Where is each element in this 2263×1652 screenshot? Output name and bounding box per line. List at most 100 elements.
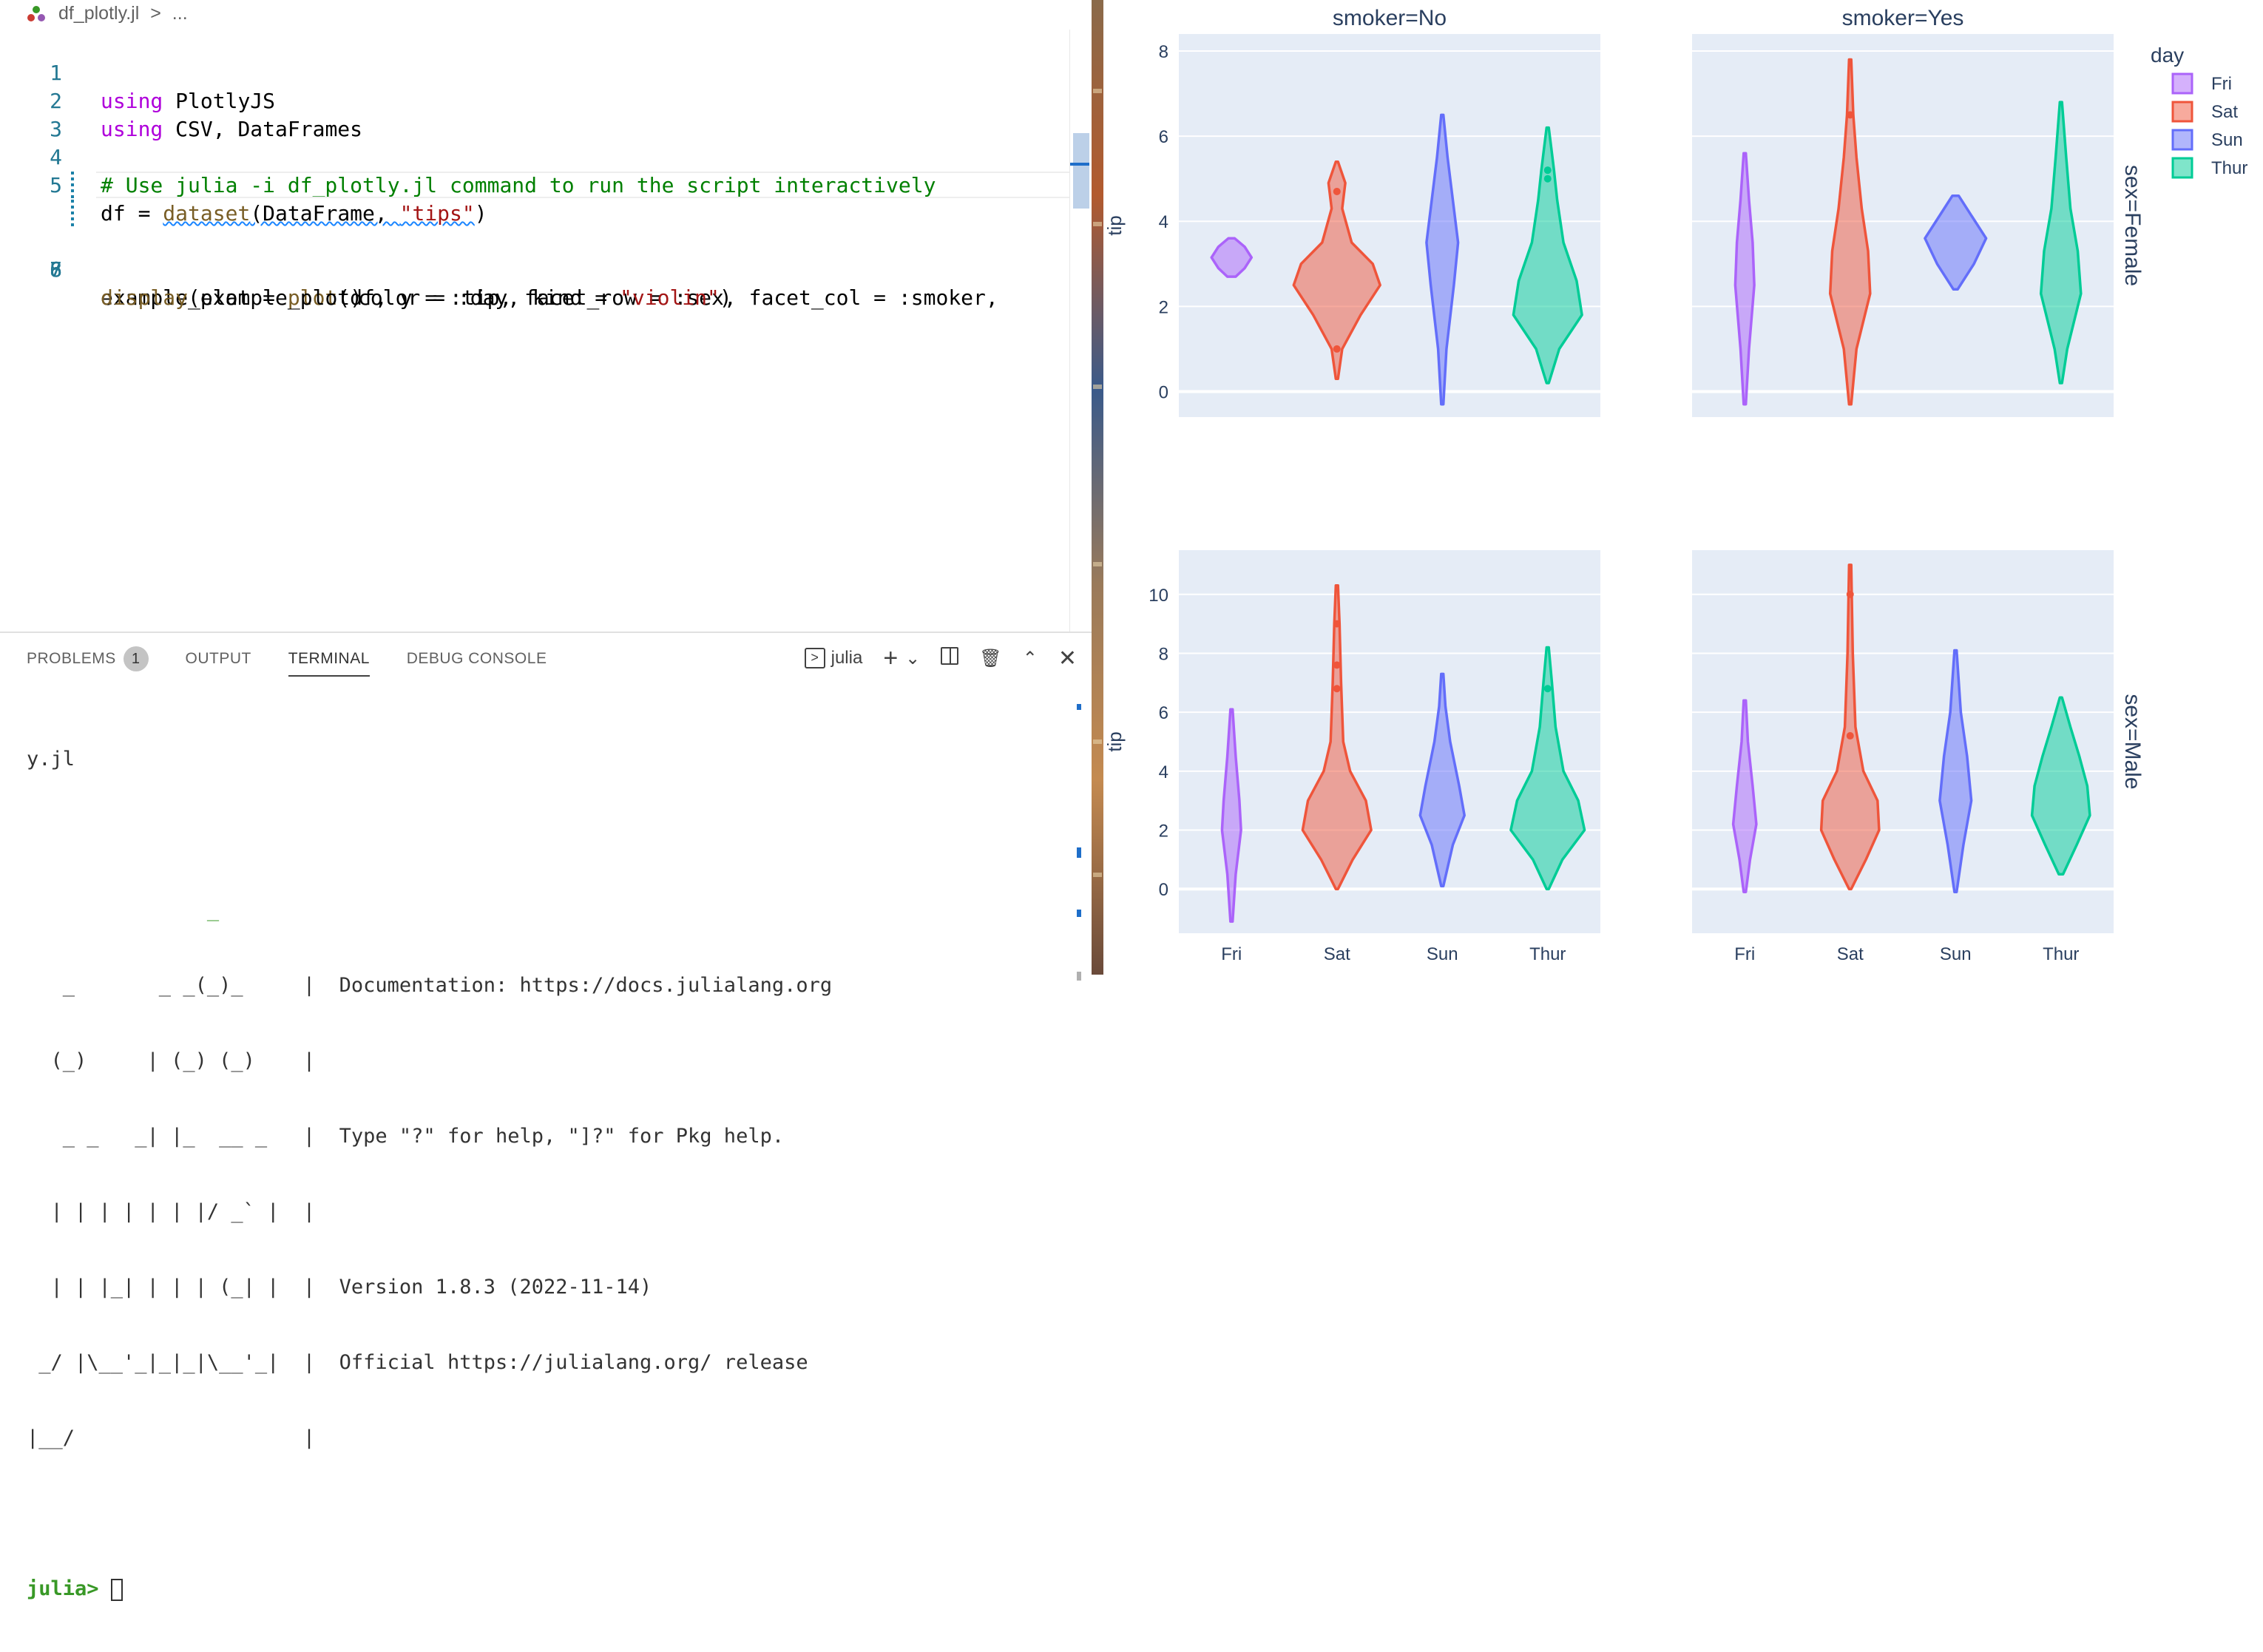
line-number: 5 bbox=[50, 173, 62, 197]
terminal-actions: > julia + ⌄ 🗑 ⌃ ✕ bbox=[804, 643, 1077, 673]
code-line[interactable]: 5 df = dataset(DataFrame, "tips") bbox=[0, 143, 1092, 226]
terminal-line bbox=[27, 822, 832, 847]
problems-count-badge: 1 bbox=[123, 646, 149, 671]
code-line-current[interactable]: 6 example_plot = plot(df, y = :tip, face… bbox=[0, 172, 1092, 310]
line-number: 2 bbox=[50, 89, 62, 113]
outlier-point bbox=[1333, 187, 1341, 195]
legend-entry: Fri bbox=[2211, 74, 2232, 94]
code-line[interactable]: 7 color = :day, kind = "violin") bbox=[0, 200, 1092, 310]
violin-fri bbox=[1733, 152, 1756, 406]
x-tick-label: Sat bbox=[1837, 944, 1864, 964]
outlier-point bbox=[1846, 111, 1854, 119]
line-number: 3 bbox=[50, 117, 62, 141]
julia-prompt: julia> bbox=[27, 1577, 99, 1600]
editor-pane[interactable]: df_plotly.jl > ... 1 using PlotlyJS 2 us… bbox=[0, 0, 1092, 632]
window-divider[interactable] bbox=[1092, 0, 1103, 975]
violin-thur bbox=[1509, 646, 1586, 890]
julia-banner-line: _ _ _| |_ __ _ | Type "?" for help, "]?"… bbox=[27, 1125, 785, 1148]
facet-col-title: smoker=Yes bbox=[1842, 6, 1964, 30]
terminal-prompt-line[interactable]: julia> bbox=[27, 1577, 832, 1602]
tab-terminal[interactable]: TERMINAL bbox=[288, 650, 370, 677]
string-literal: "violin" bbox=[620, 285, 720, 310]
outlier-point bbox=[1333, 685, 1341, 693]
modified-gutter-mark bbox=[71, 172, 74, 200]
julia-banner-line: _ bbox=[27, 898, 220, 921]
tab-debug-console[interactable]: DEBUG CONSOLE bbox=[406, 650, 547, 667]
terminal-icon: > bbox=[804, 648, 825, 669]
legend-entry: Sun bbox=[2211, 130, 2243, 150]
terminal-line bbox=[27, 1501, 832, 1526]
code-text: ) bbox=[719, 285, 732, 310]
y-tick-label: 8 bbox=[1159, 644, 1168, 664]
string-literal: "tips" bbox=[399, 201, 475, 226]
y-tick-label: 2 bbox=[1159, 822, 1168, 842]
julia-banner-line: _/ |\__'_|_|_|\__'_| | Official https://… bbox=[27, 1351, 808, 1374]
panel-tabs: PROBLEMS 1 OUTPUT TERMINAL DEBUG CONSOLE bbox=[27, 646, 579, 680]
code-line[interactable]: 2 using CSV, DataFrames bbox=[0, 59, 1092, 141]
violin-sat bbox=[1301, 584, 1373, 890]
legend-entry: Thur bbox=[2211, 158, 2247, 178]
julia-banner-line: | | |_| | | | (_| | | Version 1.8.3 (202… bbox=[27, 1276, 652, 1299]
violin-thur bbox=[2030, 696, 2091, 876]
code-line[interactable]: 8 display(example_plot) bbox=[0, 228, 1092, 310]
violin-fri bbox=[1220, 708, 1242, 923]
code-line[interactable]: 4 # Use julia -i df_plotly.jl command to… bbox=[0, 115, 1092, 197]
tab-output[interactable]: OUTPUT bbox=[185, 650, 251, 667]
legend-swatch-sun bbox=[2171, 129, 2193, 151]
trash-icon[interactable]: 🗑 bbox=[979, 648, 1002, 668]
split-icon[interactable] bbox=[941, 646, 959, 670]
plot-panel-background bbox=[1179, 550, 1600, 933]
legend-swatch-fri bbox=[2171, 72, 2193, 95]
minimap[interactable] bbox=[1069, 30, 1092, 632]
code-text: CSV, DataFrames bbox=[163, 117, 363, 141]
code-area[interactable]: 1 using PlotlyJS 2 using CSV, DataFrames… bbox=[0, 31, 1092, 310]
code-line[interactable]: 1 using PlotlyJS bbox=[0, 31, 1092, 113]
x-tick-label: Sun bbox=[1940, 944, 1972, 964]
x-tick-label: Sat bbox=[1324, 944, 1350, 964]
terminal-selector[interactable]: > julia bbox=[804, 648, 862, 669]
current-line-highlight bbox=[96, 172, 1092, 198]
facet-row-title: sex=Male bbox=[2120, 694, 2145, 789]
y-tick-label: 8 bbox=[1159, 42, 1168, 62]
legend-entry: Sat bbox=[2211, 102, 2238, 122]
plot-window[interactable]: 0 2 4 6 8 0 2 4 6 8 10 Fri Sat Sun Thur Fri Sat Sun Thur sm… bbox=[1103, 0, 2263, 975]
terminal-output[interactable]: y.jl _ _ _ _(_)_ | Documentation: https:… bbox=[27, 697, 832, 1652]
plot-panel-background bbox=[1692, 550, 2114, 933]
violin-facet-chart[interactable]: 0 2 4 6 8 0 2 4 6 8 10 Fri Sat Sun Thur Fri Sat Sun Thur sm… bbox=[1103, 0, 2263, 975]
terminal-line: y.jl bbox=[27, 748, 75, 771]
legend-swatch-thur bbox=[2171, 157, 2193, 179]
y-tick-label: 6 bbox=[1159, 703, 1168, 723]
code-text: df = bbox=[101, 201, 163, 226]
line-number: 8 bbox=[50, 257, 62, 282]
outlier-point bbox=[1333, 345, 1341, 353]
code-line[interactable]: 3 bbox=[0, 87, 1092, 141]
facet-row-title: sex=Female bbox=[2120, 165, 2145, 286]
maximize-icon[interactable]: ⌃ bbox=[1022, 648, 1038, 668]
y-axis-label: tip bbox=[1103, 731, 1126, 751]
minimap-slider[interactable] bbox=[1073, 133, 1089, 209]
y-tick-label: 2 bbox=[1159, 297, 1168, 317]
y-tick-label: 6 bbox=[1159, 127, 1168, 147]
tab-label: PROBLEMS bbox=[27, 650, 116, 667]
chevron-down-icon[interactable]: ⌄ bbox=[905, 648, 921, 668]
x-tick-label: Thur bbox=[1529, 944, 1566, 964]
terminal-scrollbar-marks[interactable] bbox=[1077, 697, 1083, 981]
julia-file-icon bbox=[27, 4, 46, 24]
violin-thur bbox=[1512, 126, 1583, 385]
breadcrumb-file[interactable]: df_plotly.jl bbox=[58, 3, 140, 24]
code-text: (example_plot) bbox=[188, 285, 363, 310]
line-number: 6 bbox=[50, 257, 62, 282]
violin-fri bbox=[1731, 699, 1758, 893]
add-icon[interactable]: + bbox=[883, 643, 899, 672]
julia-banner-line: (_) | (_) (_) | bbox=[27, 1049, 316, 1072]
breadcrumb-rest[interactable]: ... bbox=[172, 3, 188, 24]
tab-problems[interactable]: PROBLEMS 1 bbox=[27, 646, 149, 679]
x-tick-label: Sun bbox=[1427, 944, 1458, 964]
keyword: using bbox=[101, 117, 163, 141]
code-comment: # Use julia -i df_plotly.jl command to r… bbox=[101, 173, 936, 197]
function-name: plot bbox=[287, 285, 338, 310]
minimap-cursor-marker bbox=[1070, 163, 1089, 166]
close-icon[interactable]: ✕ bbox=[1058, 646, 1077, 671]
y-tick-label: 0 bbox=[1159, 382, 1168, 402]
code-text: ) bbox=[474, 201, 487, 226]
